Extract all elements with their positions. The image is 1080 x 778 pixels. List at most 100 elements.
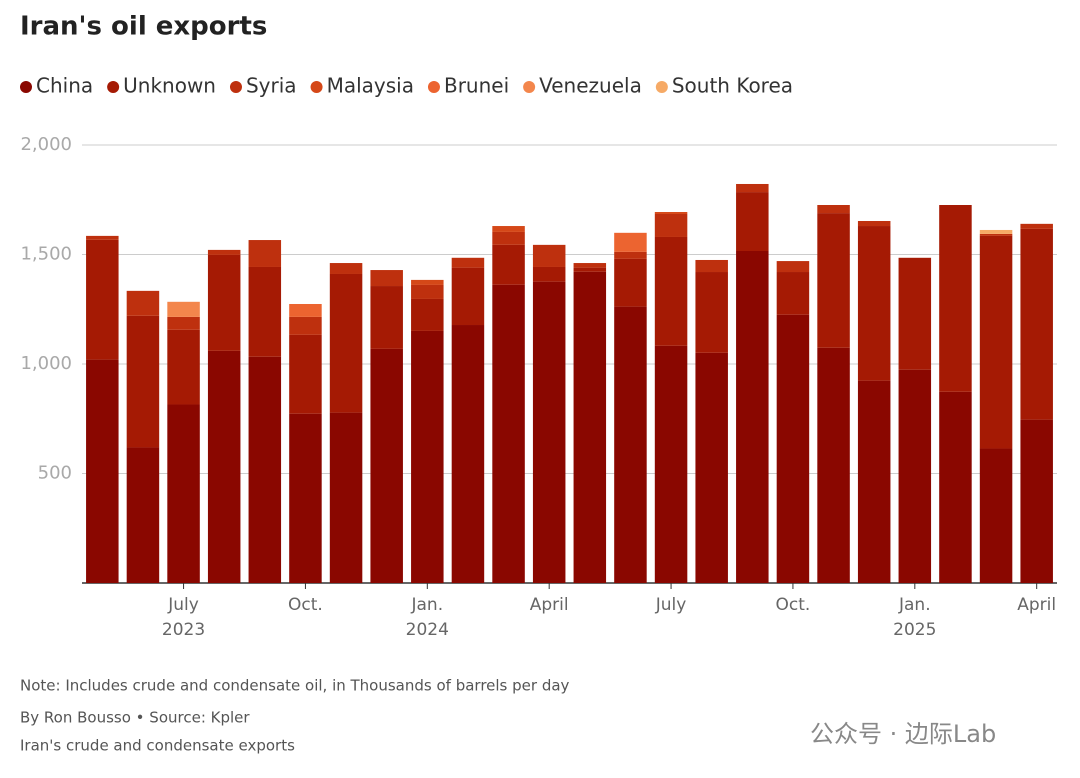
bar-segment [979,229,1013,234]
bar-segment [289,334,322,414]
bar-segment [654,212,688,214]
bar-segment [411,279,444,285]
x-tick-label: Oct. [776,595,811,615]
bar-segment [289,316,322,335]
chart-title: Iran's oil exports [20,12,267,42]
y-tick-label: 1,000 [20,353,72,374]
bar-segment [654,213,688,237]
y-tick-label: 500 [38,463,72,484]
legend-marker [107,81,120,93]
bar-segment [411,284,444,299]
legend-label: Venezuela [539,74,642,98]
bar-segment [979,235,1013,449]
legend-label: Syria [246,74,297,98]
bar-segment [1020,223,1053,229]
bar-segment [289,303,322,317]
x-tick-label: July [167,595,199,615]
bar-segment [614,251,647,259]
bar-segment [532,281,566,583]
bar-segment [736,192,769,251]
bar-segment [736,183,769,193]
x-tick-label: Oct. [288,595,323,615]
bar-segment [573,267,607,272]
bar-segment [451,325,485,583]
bar-segment [207,254,241,351]
bar-segment [614,258,647,307]
legend-marker [427,81,440,93]
bar-segment [492,284,525,583]
bar-segment [167,404,200,583]
bar-segment [451,257,485,268]
bar-segment [207,249,241,255]
note: Note: Includes crude and condensate oil,… [20,677,570,695]
bar-segment [817,213,850,348]
legend-label: South Korea [672,74,793,98]
bar-segment [86,235,119,240]
bar-segment [654,236,688,346]
bar-segment [532,244,566,267]
bar-segment [126,315,160,448]
bar-segment [939,205,972,392]
bar-segment [817,205,850,214]
bar-segment [1020,419,1053,583]
bar-segment [573,263,607,268]
bar-segment [492,244,525,285]
legend-marker [655,81,668,93]
bar-segment [695,272,728,353]
legend-label: China [36,74,93,98]
bar-segment [167,301,200,317]
bar-segment [857,380,891,583]
bar-segment [939,391,972,583]
bar-segment [654,345,688,583]
byline: By Ron Bousso • Source: Kpler [20,709,250,727]
bar-segment [370,348,403,583]
bar-segment [86,239,119,360]
bar-segment [492,231,525,245]
x-year-label: 2023 [162,620,205,640]
watermark: 公众号 · 边际Lab [810,720,996,748]
bar-segment [776,261,810,273]
bar-segment [695,352,728,583]
x-year-label: 2025 [893,620,936,640]
bar-segment [776,272,810,315]
bar-segment [857,220,891,227]
bar-segment [329,263,363,274]
bar-segment [614,232,647,252]
bar-segment [411,298,444,331]
bar-segment [411,330,444,583]
x-year-label: 2024 [406,620,449,640]
y-tick-label: 2,000 [20,134,72,155]
bar-segment [695,259,728,273]
bar-segment [736,250,769,583]
bar-segment [329,273,363,413]
y-tick-label: 1,500 [20,244,72,265]
caption: Iran's crude and condensate exports [20,737,295,755]
bar-segment [817,347,850,583]
legend-marker [20,81,32,93]
bar-segment [289,413,322,583]
bar-segment [167,329,200,405]
bar-segment [532,266,566,282]
legend-label: Brunei [444,74,509,98]
bar-segment [329,412,363,583]
bar-segment [1020,228,1053,420]
x-tick-label: July [655,595,687,615]
bar-segment [370,270,403,287]
legend-marker [523,81,536,93]
bar-segment [86,359,119,583]
bar-segment [573,271,607,583]
bar-segment [979,448,1013,583]
bar-segment [614,306,647,583]
legend-marker [229,81,242,93]
bar-segment [126,290,160,316]
x-tick-label: Jan. [898,595,931,615]
bar-segment [248,356,282,583]
bar-segment [126,447,160,583]
bar-segment [248,266,282,357]
bar-segment [370,286,403,349]
bar-segment [207,350,241,583]
bar-segment [857,226,891,381]
x-tick-label: Jan. [411,595,444,615]
legend-label: Unknown [123,74,216,98]
bar-segment [167,316,200,330]
